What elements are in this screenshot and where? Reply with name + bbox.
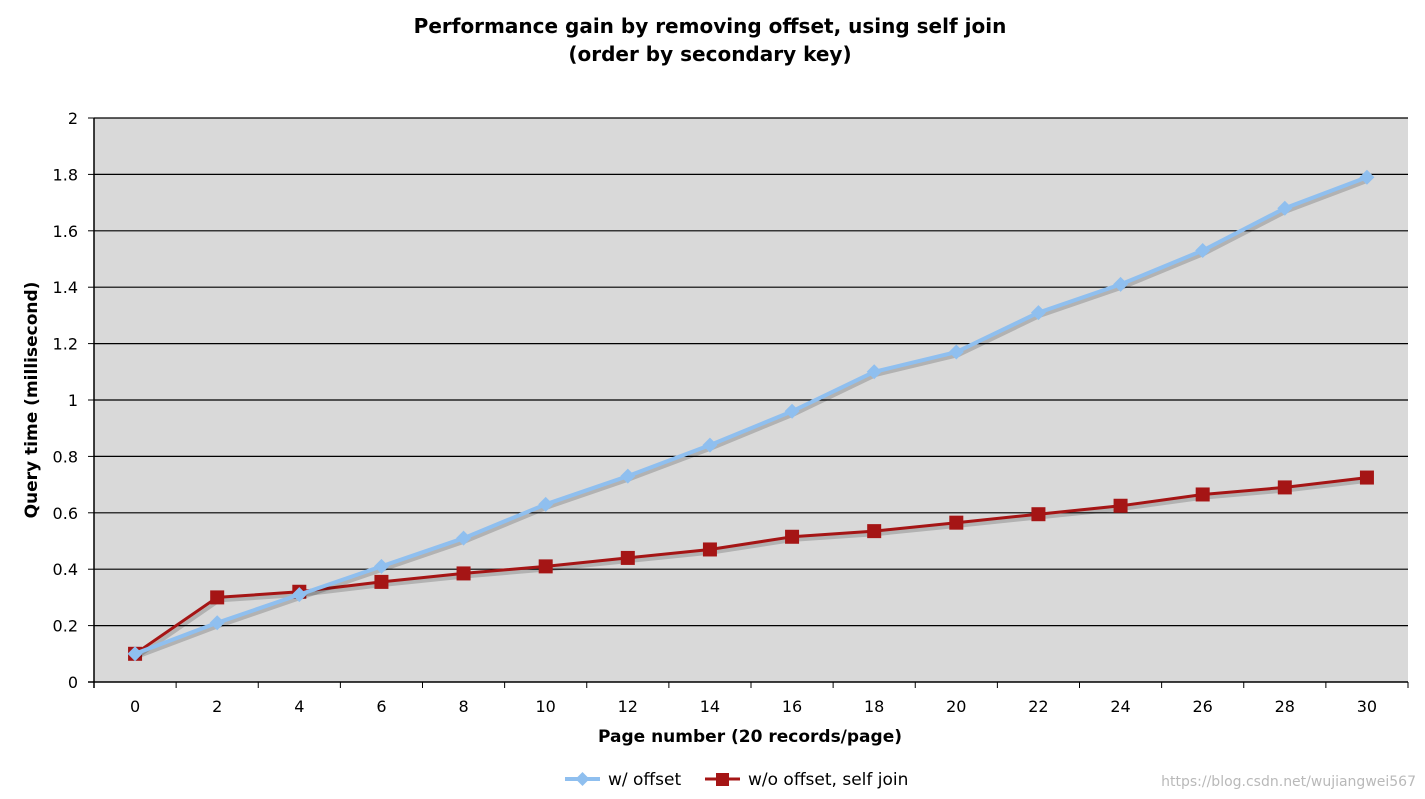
data-point-wo-offset (949, 515, 964, 530)
y-tick-label: 0.8 (53, 447, 78, 466)
data-point-w-offset (538, 496, 554, 512)
data-point-w-offset (620, 468, 636, 484)
data-point-wo-offset (538, 559, 553, 574)
data-point-w-offset (291, 587, 307, 603)
x-tick-label: 6 (376, 697, 386, 716)
data-point-w-offset (702, 437, 718, 453)
x-tick-label: 4 (294, 697, 304, 716)
y-tick-label: 1.6 (53, 222, 78, 241)
data-point-wo-offset (1031, 507, 1046, 522)
data-point-w-offset (1277, 200, 1293, 216)
x-tick-label: 30 (1357, 697, 1377, 716)
y-tick-label: 0.4 (53, 560, 78, 579)
legend-marker-w-offset (575, 772, 590, 786)
data-point-wo-offset (456, 566, 471, 581)
y-tick-label: 1 (68, 391, 78, 410)
y-tick-label: 0 (68, 673, 78, 692)
x-tick-label: 10 (536, 697, 556, 716)
data-point-w-offset (866, 364, 882, 380)
series-shadow-w-offset (136, 178, 1370, 659)
data-point-w-offset (127, 646, 143, 662)
data-point-wo-offset (785, 529, 800, 544)
data-point-w-offset (948, 344, 964, 360)
data-point-wo-offset (867, 524, 882, 539)
series-line-w-offset (134, 175, 1368, 656)
y-tick-label: 1.8 (53, 165, 78, 184)
data-point-wo-offset (374, 574, 389, 589)
grid-lines (94, 117, 1408, 627)
y-tick-label: 1.2 (53, 335, 78, 354)
data-point-wo-offset (1195, 487, 1210, 502)
y-tick-label: 0.2 (53, 617, 78, 636)
data-point-wo-offset (702, 542, 717, 557)
legend: w/ offset w/o offset, self join (565, 770, 908, 790)
data-point-wo-offset (1359, 470, 1374, 485)
y-tick-label: 0.6 (53, 504, 78, 523)
chart-title: Performance gain by removing offset, usi… (414, 14, 1007, 38)
data-point-w-offset (209, 615, 225, 631)
y-axis-label: Query time (millisecond) (22, 282, 42, 519)
x-tick-label: 26 (1193, 697, 1213, 716)
x-tick-label: 28 (1275, 697, 1295, 716)
data-point-wo-offset (210, 590, 225, 605)
legend-label-w-offset: w/ offset (608, 770, 681, 790)
data-point-w-offset (1113, 276, 1129, 292)
x-tick-label: 20 (946, 697, 966, 716)
watermark: https://blog.csdn.net/wujiangwei567 (1161, 774, 1416, 790)
y-tick-label: 1.4 (53, 278, 78, 297)
data-point-w-offset (456, 530, 472, 546)
x-tick-label: 12 (618, 697, 638, 716)
x-axis-label: Page number (20 records/page) (598, 727, 902, 747)
data-point-w-offset (1030, 305, 1046, 321)
series-line-wo-offset (134, 476, 1368, 656)
x-tick-label: 16 (782, 697, 802, 716)
axes (88, 117, 1409, 688)
data-point-w-offset (373, 558, 389, 574)
x-tick-label: 24 (1110, 697, 1130, 716)
x-tick-label: 2 (212, 697, 222, 716)
chart-subtitle: (order by secondary key) (568, 42, 851, 66)
data-point-w-offset (784, 403, 800, 419)
legend-label-wo-offset: w/o offset, self join (748, 770, 908, 790)
series-layer (127, 169, 1375, 662)
data-point-wo-offset (1113, 498, 1128, 513)
data-point-w-offset (1359, 169, 1375, 185)
x-tick-label: 0 (130, 697, 140, 716)
data-point-w-offset (1195, 243, 1211, 259)
y-tick-label: 2 (68, 109, 78, 128)
x-tick-label: 8 (458, 697, 468, 716)
y-tick-labels: 0 0.2 0.4 0.6 0.8 1 1.2 1.4 1.6 1.8 2 (53, 109, 78, 692)
x-tick-label: 22 (1028, 697, 1048, 716)
series-shadow-wo-offset (135, 478, 1370, 659)
data-point-wo-offset (1277, 480, 1292, 495)
data-point-wo-offset (620, 550, 635, 565)
x-tick-label: 14 (700, 697, 720, 716)
legend-marker-wo-offset (716, 773, 729, 786)
x-tick-label: 18 (864, 697, 884, 716)
x-tick-labels: 0 2 4 6 8 10 12 14 16 18 20 22 24 26 28 30 (130, 697, 1377, 716)
